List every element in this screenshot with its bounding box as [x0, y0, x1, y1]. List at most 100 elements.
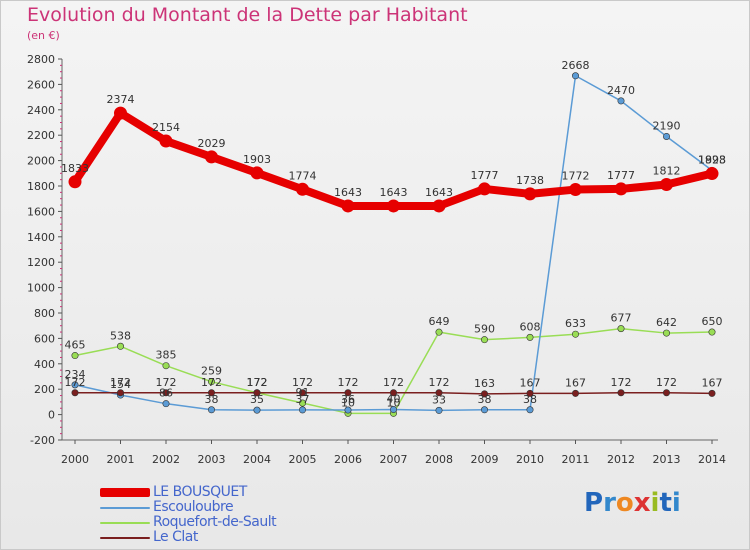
data-point [660, 177, 673, 191]
data-label: 649 [429, 315, 450, 328]
logo-letter: o [615, 488, 634, 518]
logo-letter: P [584, 488, 604, 518]
y-tick-label: 1800 [27, 180, 55, 193]
data-label: 172 [429, 376, 450, 389]
data-point [114, 106, 127, 120]
data-label: 163 [474, 377, 495, 390]
x-tick-label: 2007 [380, 453, 408, 466]
data-label: 91 [296, 386, 310, 399]
data-point [162, 389, 170, 397]
x-tick-label: 2011 [562, 453, 590, 466]
data-label: 385 [156, 349, 177, 362]
x-tick-label: 2010 [516, 453, 544, 466]
data-point [205, 150, 218, 164]
data-label: 1812 [653, 164, 681, 177]
data-label: 1833 [61, 162, 89, 175]
legend-label: Escouloubre [153, 499, 234, 515]
legend-label: LE BOUSQUET [153, 484, 247, 500]
data-point [571, 330, 579, 338]
y-tick-label: 2000 [27, 155, 55, 168]
data-point [341, 199, 355, 213]
data-label: 167 [520, 376, 541, 389]
proxiti-logo: Proxiti [584, 488, 681, 518]
data-point [435, 406, 443, 414]
data-label: 1643 [334, 186, 362, 199]
data-point [344, 389, 352, 397]
x-tick-label: 2008 [425, 453, 453, 466]
data-point [71, 389, 79, 397]
y-tick-label: 2400 [27, 104, 55, 117]
data-point [432, 199, 446, 213]
logo-letter: i [650, 488, 660, 518]
x-tick-label: 2005 [289, 453, 317, 466]
data-label: 1923 [698, 153, 726, 166]
data-point [705, 167, 719, 181]
data-label: 1777 [471, 169, 499, 182]
data-point [571, 72, 579, 80]
data-label: 172 [338, 376, 359, 389]
data-point [617, 325, 625, 333]
data-point [526, 333, 534, 341]
x-tick-label: 2002 [152, 453, 180, 466]
data-point [253, 389, 261, 397]
x-tick-label: 2003 [198, 453, 226, 466]
y-tick-label: 1400 [27, 231, 55, 244]
data-point [526, 406, 534, 414]
data-point [526, 389, 534, 397]
data-label: 259 [201, 365, 222, 378]
y-tick-label: 800 [34, 307, 55, 320]
data-label: 2374 [107, 93, 135, 106]
data-label: 154 [110, 378, 131, 391]
logo-letter: t [659, 488, 672, 518]
data-point [387, 199, 400, 213]
data-label: 172 [656, 376, 677, 389]
data-label: 37 [296, 393, 310, 406]
data-point [68, 175, 82, 189]
data-point [571, 389, 579, 397]
data-point [708, 328, 716, 336]
data-label: 1774 [289, 169, 317, 182]
data-point [614, 182, 628, 196]
data-label: 677 [611, 312, 632, 325]
data-point [250, 166, 264, 180]
x-tick-label: 2013 [653, 453, 681, 466]
data-point [296, 182, 309, 196]
data-label: 172 [65, 376, 86, 389]
data-label: 172 [611, 376, 632, 389]
data-label: 2190 [653, 119, 681, 132]
data-label: 1777 [607, 169, 635, 182]
legend-swatch [100, 507, 150, 509]
y-tick-label: 2800 [27, 53, 55, 66]
legend-label: Roquefort-de-Sault [153, 514, 277, 530]
y-tick-label: 1200 [27, 256, 55, 269]
data-point [162, 362, 170, 370]
logo-letter: r [603, 488, 616, 518]
y-tick-label: 1000 [27, 282, 55, 295]
data-point [478, 182, 491, 196]
x-tick-label: 2004 [243, 453, 271, 466]
y-tick-label: 200 [34, 383, 55, 396]
data-label: 35 [250, 393, 264, 406]
chart-unit: (en €) [27, 29, 60, 42]
data-label: 633 [565, 317, 586, 330]
x-tick-label: 2012 [607, 453, 635, 466]
logo-letter: i [671, 488, 681, 518]
data-label: 608 [520, 320, 541, 333]
data-point [708, 389, 716, 397]
data-label: 538 [110, 329, 131, 342]
legend-swatch [100, 488, 150, 497]
x-tick-label: 2006 [334, 453, 362, 466]
data-point [569, 183, 582, 197]
chart-title: Evolution du Montant de la Dette par Hab… [27, 4, 468, 26]
y-tick-label: 400 [34, 358, 55, 371]
data-point [208, 389, 216, 397]
data-point [480, 406, 488, 414]
data-label: 1772 [562, 170, 590, 183]
y-tick-label: 2200 [27, 129, 55, 142]
data-point [208, 406, 216, 414]
data-label: 172 [247, 376, 268, 389]
data-label: 86 [159, 387, 173, 400]
data-point [480, 336, 488, 344]
